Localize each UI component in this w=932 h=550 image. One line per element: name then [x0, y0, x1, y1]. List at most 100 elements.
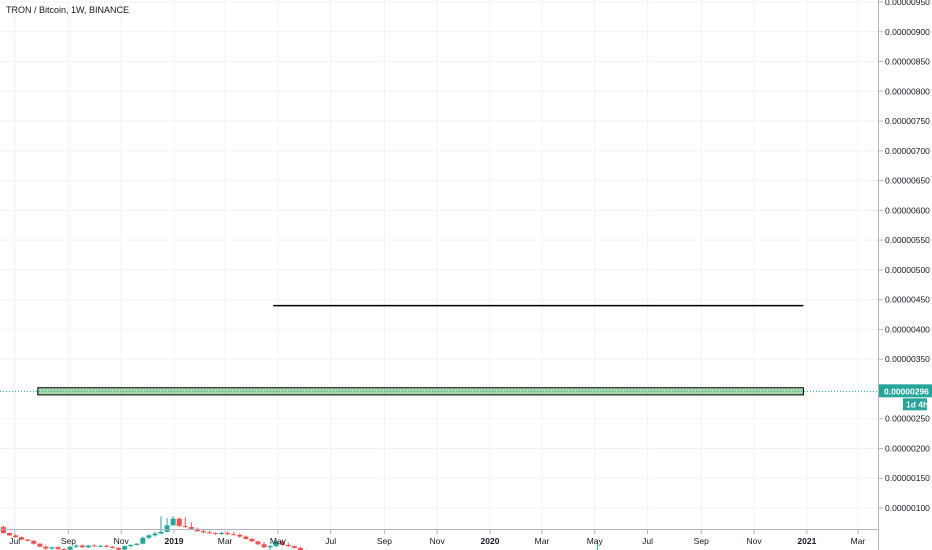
y-tick-label: 0.00000750	[885, 116, 930, 126]
candle	[206, 530, 212, 534]
candle-body	[291, 546, 297, 548]
y-tick-label: 0.00000900	[885, 27, 930, 37]
candle	[261, 541, 267, 548]
candle	[103, 544, 109, 548]
x-tick-label: Mar	[218, 536, 233, 546]
candle-body	[91, 545, 97, 547]
candle-body	[122, 546, 128, 550]
candle-body	[297, 547, 303, 550]
y-tick-label: 0.00000950	[885, 0, 930, 7]
candle	[200, 529, 206, 534]
candle-body	[273, 541, 279, 547]
candle	[219, 531, 225, 535]
candle	[188, 522, 194, 530]
y-tick-label: 0.00000150	[885, 473, 930, 483]
candle	[213, 532, 219, 535]
candle	[152, 531, 158, 537]
candle-body	[67, 546, 73, 550]
candle	[49, 546, 55, 550]
candles	[0, 516, 600, 550]
candle-body	[164, 525, 170, 532]
candle	[25, 538, 31, 542]
candle-body	[158, 531, 164, 534]
candle	[297, 546, 303, 550]
candle	[85, 544, 91, 548]
y-tick-label: 0.00000500	[885, 265, 930, 275]
candle	[182, 516, 188, 528]
y-tick-label: 0.00000650	[885, 176, 930, 186]
chart-title: TRON / Bitcoin, 1W, BINANCE	[6, 5, 129, 15]
x-tick-label: Sep	[61, 536, 76, 546]
candle-body	[243, 536, 249, 539]
candle-body	[103, 545, 109, 547]
candle	[134, 543, 140, 546]
countdown-text: 1d 4h	[906, 399, 928, 409]
candle	[128, 544, 134, 548]
candle	[55, 546, 61, 550]
candle	[231, 531, 237, 536]
candle	[267, 544, 273, 550]
candle	[255, 540, 261, 545]
x-tick-label: 2019	[165, 536, 184, 546]
candle	[13, 534, 19, 538]
candle	[97, 544, 103, 548]
candle	[43, 545, 49, 550]
y-tick-label: 0.00000600	[885, 205, 930, 215]
candle-body	[7, 533, 13, 536]
candle-body	[146, 535, 152, 538]
y-tick-label: 0.00000100	[885, 503, 930, 513]
candle	[116, 547, 122, 550]
candle	[140, 536, 146, 545]
candle	[285, 542, 291, 547]
candle-body	[128, 544, 134, 547]
last-price-value: 0.00000296	[884, 386, 929, 396]
candle-body	[55, 547, 61, 550]
y-tick-label: 0.00000450	[885, 295, 930, 305]
y-tick-label: 0.00000200	[885, 443, 930, 453]
candle-body	[255, 541, 261, 545]
candle-body	[219, 533, 225, 535]
candle-body	[231, 534, 237, 536]
candle	[225, 531, 231, 535]
x-tick-label: Sep	[694, 536, 709, 546]
candle-body	[176, 518, 182, 526]
x-tick-label: May	[587, 536, 604, 546]
y-tick-label: 0.00000400	[885, 324, 930, 334]
last-price-badge-box	[879, 384, 932, 398]
candle	[91, 544, 97, 547]
candle-body	[206, 532, 212, 534]
candle	[249, 537, 255, 542]
last-price-badge: 0.00000296 1d 4h	[879, 384, 932, 411]
candle-body	[25, 539, 31, 541]
candle	[79, 544, 85, 548]
candle	[170, 516, 176, 526]
candle	[279, 540, 285, 546]
candle-body	[13, 535, 19, 538]
time-axis[interactable]: Jul Sep Nov 2019 Mar May Jul Sep Nov 2020 Mar May Ju…	[9, 530, 865, 546]
candle-body	[188, 527, 194, 529]
candle-body	[49, 547, 55, 549]
candle-body	[116, 547, 122, 550]
x-tick-label: Mar	[535, 536, 550, 546]
candle-body	[19, 537, 25, 540]
candle	[122, 545, 128, 550]
candle-body	[85, 545, 91, 548]
candle-body	[37, 543, 43, 547]
candle-body	[194, 528, 200, 532]
candle	[31, 540, 37, 545]
x-tick-label: Sep	[377, 536, 392, 546]
x-tick-label: May	[270, 536, 287, 546]
candle-body	[182, 525, 188, 528]
candle	[243, 535, 249, 540]
candle	[19, 536, 25, 541]
candle-body	[170, 518, 176, 526]
y-tick-label: 0.00000250	[885, 414, 930, 424]
candle	[73, 544, 79, 548]
candle	[176, 517, 182, 528]
y-tick-label: 0.00000550	[885, 235, 930, 245]
candle-body	[152, 533, 158, 536]
candle	[146, 534, 152, 539]
candle-body	[267, 546, 273, 548]
